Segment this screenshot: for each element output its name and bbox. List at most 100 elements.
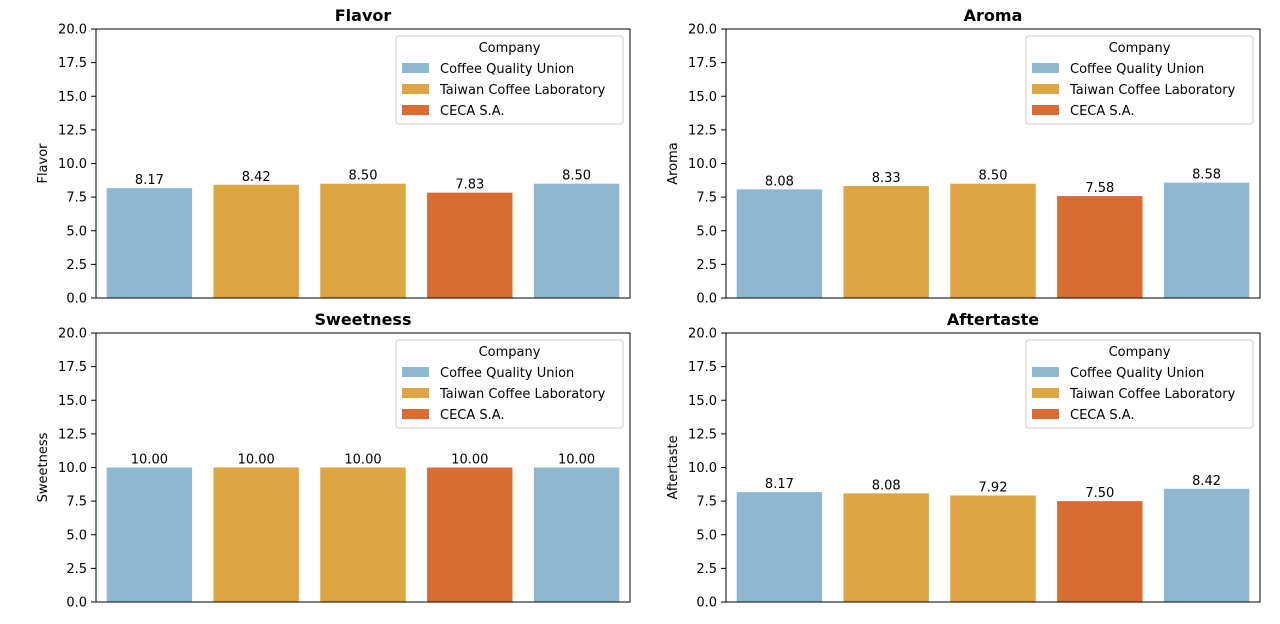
bar [736,189,823,298]
bar [533,467,620,602]
legend-entry: Taiwan Coffee Laboratory [439,387,606,402]
legend-entry: Taiwan Coffee Laboratory [1069,387,1236,402]
y-tick-label: 2.5 [696,562,717,577]
bar-value-label: 7.50 [1085,486,1114,501]
y-tick-label: 12.5 [58,427,87,442]
bar-value-label: 10.00 [451,453,488,468]
bar [106,188,193,298]
y-axis-label: Aftertaste [666,435,681,499]
bar-value-label: 8.58 [1192,168,1221,183]
bar [736,492,823,602]
legend-box [395,339,624,429]
bar [1057,196,1143,298]
y-tick-label: 17.5 [688,360,717,375]
bar [106,467,193,602]
bar-value-label: 8.42 [242,170,271,185]
y-tick-label: 12.5 [58,123,87,138]
bar-value-label: 8.50 [979,169,1008,184]
bar-value-label: 8.50 [562,169,591,184]
legend-swatch [1032,84,1059,94]
legend-swatch [402,84,429,94]
y-tick-label: 5.0 [66,528,87,543]
legend-swatch [1032,388,1059,398]
bar [213,184,299,298]
y-tick-label: 20.0 [688,23,717,38]
bar-value-label: 8.33 [872,171,901,186]
bar-value-label: 10.00 [238,453,275,468]
bar-value-label: 8.17 [765,477,794,492]
legend-swatch [1032,367,1059,377]
chart-title: Sweetness [315,310,412,329]
y-tick-label: 7.5 [696,191,717,206]
legend-swatch [1032,63,1059,73]
bar-value-label: 10.00 [558,453,595,468]
legend-title: Company [1109,345,1171,360]
y-tick-label: 20.0 [688,327,717,342]
y-tick-label: 5.0 [66,224,87,239]
bar-value-label: 7.83 [455,178,484,193]
y-tick-label: 17.5 [58,360,87,375]
y-tick-label: 2.5 [66,562,87,577]
legend-swatch [402,105,429,115]
chart-title: Flavor [335,6,392,25]
y-tick-label: 0.0 [66,292,87,307]
legend: Company Coffee Quality Union Taiwan Coffee… [1025,35,1254,125]
bar-value-label: 10.00 [131,453,168,468]
legend-title: Company [1109,41,1171,56]
chart-title: Aroma [964,6,1023,25]
legend-entry: CECA S.A. [440,104,505,119]
y-tick-label: 10.0 [688,461,717,476]
chart-panel-aroma: Aroma 8.08 8.33 8.50 7.58 8.58 0.0 2.5 5.0 7.5 10.… [666,6,1261,307]
legend-swatch [402,409,429,419]
y-tick-label: 2.5 [66,258,87,273]
legend: Company Coffee Quality Union Taiwan Coffee… [395,35,624,125]
legend-box [395,35,624,125]
legend-box [1025,339,1254,429]
bar [1163,182,1250,298]
y-tick-label: 0.0 [66,596,87,611]
y-tick-label: 15.0 [58,394,87,409]
bar-value-label: 7.58 [1085,181,1114,196]
chart-panel-flavor: Flavor 8.17 8.42 8.50 7.83 8.50 0.0 2.5 5.0 7.5 10… [36,6,631,307]
legend: Company Coffee Quality Union Taiwan Coffee… [1025,339,1254,429]
legend-entry: CECA S.A. [440,408,505,423]
bar [213,467,299,602]
y-axis-label: Sweetness [36,432,51,502]
legend-entry: Coffee Quality Union [440,62,574,77]
legend-title: Company [479,345,541,360]
legend-entry: Coffee Quality Union [1070,366,1204,381]
bar-value-label: 8.50 [349,169,378,184]
bar-value-label: 8.08 [765,174,794,189]
bar-value-label: 8.08 [872,478,901,493]
legend-box [1025,35,1254,125]
legend-swatch [402,367,429,377]
legend-title: Company [479,41,541,56]
legend-entry: Taiwan Coffee Laboratory [1069,83,1236,98]
legend-entry: CECA S.A. [1070,408,1135,423]
bar [843,493,929,602]
bar [1057,501,1143,602]
bar-value-label: 8.17 [135,173,164,188]
legend-swatch [402,63,429,73]
y-tick-label: 15.0 [688,394,717,409]
legend-entry: CECA S.A. [1070,104,1135,119]
y-tick-label: 5.0 [696,528,717,543]
y-tick-label: 15.0 [688,90,717,105]
y-tick-label: 7.5 [66,495,87,510]
legend-swatch [1032,105,1059,115]
chart-panel-aftertaste: Aftertaste 8.17 8.08 7.92 7.50 8.42 0.0 2.5 5.0 7… [666,310,1261,611]
legend: Company Coffee Quality Union Taiwan Coffee… [395,339,624,429]
y-tick-label: 0.0 [696,596,717,611]
legend-swatch [1032,409,1059,419]
bar [950,183,1036,298]
bar [843,185,929,298]
legend-entry: Coffee Quality Union [440,366,574,381]
y-tick-label: 10.0 [688,157,717,172]
chart-panel-sweetness: Sweetness 10.00 10.00 10.00 10.00 10.00 0.0 2.5… [36,310,631,611]
bar [950,495,1036,602]
legend-swatch [402,388,429,398]
y-tick-label: 12.5 [688,123,717,138]
y-tick-label: 17.5 [688,56,717,71]
y-tick-label: 7.5 [66,191,87,206]
